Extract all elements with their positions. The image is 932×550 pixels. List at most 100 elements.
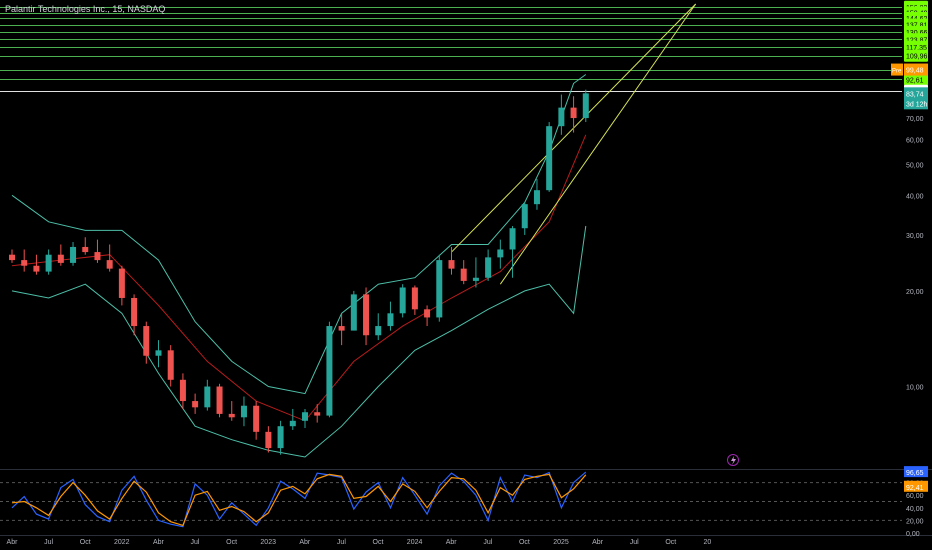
channel-lower-line <box>499 3 697 285</box>
candle-body <box>570 107 577 119</box>
candle-body <box>363 294 370 336</box>
band-upper <box>11 74 587 395</box>
time-tick-label: Oct <box>665 539 676 546</box>
candles <box>9 89 589 455</box>
time-tick-label: Abr <box>299 539 311 546</box>
candle-body <box>167 350 174 380</box>
candle-body <box>204 386 211 408</box>
time-tick-label: Oct <box>226 539 237 546</box>
candle-body <box>448 260 455 269</box>
candle-body <box>485 257 492 278</box>
stoch-d-line <box>11 473 587 527</box>
candle-body <box>118 268 125 298</box>
horizontal-levels <box>0 7 902 80</box>
candle-body <box>424 309 431 318</box>
premarket-price-label: 99,48 <box>906 68 924 75</box>
candle-body <box>546 126 553 191</box>
candle-body <box>106 260 113 269</box>
candle-body <box>338 326 345 331</box>
candle-body <box>33 265 40 272</box>
time-tick-label: Oct <box>519 539 530 546</box>
lightning-glyph <box>731 456 736 465</box>
candle-body <box>155 350 162 356</box>
stoch-d-tag: 92,41 <box>906 485 924 492</box>
time-tick-label: Abr <box>592 539 604 546</box>
price-tick-label: 60,00 <box>906 137 924 144</box>
last-price-bg <box>904 87 928 110</box>
stoch-k-tag-bg <box>904 466 928 478</box>
candle-body <box>314 412 321 416</box>
price-tick-label: 40,00 <box>906 193 924 200</box>
candle-body <box>21 260 28 266</box>
time-tick-label: Oct <box>80 539 91 546</box>
countdown-label: 3d 12h <box>906 101 928 108</box>
candle-body <box>411 287 418 310</box>
time-tick-label: Jul <box>337 539 346 546</box>
candle-body <box>399 287 406 314</box>
time-tick-label: 2023 <box>260 539 276 546</box>
stoch-k-tag: 96,65 <box>906 470 924 477</box>
time-tick-label: Abr <box>446 539 458 546</box>
candle-body <box>94 252 101 261</box>
candle-body <box>216 386 223 414</box>
candle-body <box>70 246 77 263</box>
time-tick-label: Jul <box>44 539 53 546</box>
time-tick-label: 2022 <box>114 539 130 546</box>
candle-body <box>509 228 516 250</box>
candle-body <box>472 277 479 281</box>
time-tick-label: Oct <box>373 539 384 546</box>
candle-body <box>143 326 150 356</box>
price-tick-label: 20,00 <box>906 289 924 296</box>
stochastic-panel <box>0 469 932 536</box>
candle-body <box>387 313 394 327</box>
candle-body <box>277 426 284 449</box>
time-axis[interactable]: Abr Jul Oct 2022 Abr Jul Oct 2023 Abr Jul Oct 2024 A… <box>7 539 712 546</box>
time-tick-label: 2025 <box>553 539 569 546</box>
candle-body <box>558 107 565 127</box>
time-tick-label: Jul <box>630 539 639 546</box>
candle-body <box>302 412 308 421</box>
candle-body <box>228 413 235 418</box>
candle-body <box>57 254 64 263</box>
time-tick-label: 20 <box>704 539 712 546</box>
candle-body <box>265 431 272 449</box>
candle-body <box>375 326 382 336</box>
earnings-marker[interactable] <box>727 454 739 466</box>
candle-body <box>521 204 528 229</box>
time-tick-label: Abr <box>153 539 165 546</box>
level-tag-bg <box>904 73 928 86</box>
candle-body <box>45 254 52 272</box>
price-tick-label: 30,00 <box>906 233 924 240</box>
candle-body <box>582 93 589 119</box>
osc-tick-label: 20,00 <box>906 518 924 525</box>
candle-body <box>131 297 138 327</box>
candle-body <box>192 401 199 408</box>
candle-body <box>289 420 296 427</box>
price-tick-label: 10,00 <box>906 385 924 392</box>
level-tag: 92,61 <box>906 77 924 84</box>
candle-body <box>179 379 186 402</box>
stoch-k-line <box>11 471 587 528</box>
band-lower <box>11 225 587 458</box>
price-tags: 156,83150,40144,62137,81130,66123,87117,… <box>891 0 928 492</box>
premarket-price-bg <box>904 63 928 76</box>
candle-body <box>436 260 443 318</box>
price-tick-label: 50,00 <box>906 162 924 169</box>
lightning-icon <box>727 454 739 466</box>
last-price-label: 83,74 <box>906 91 924 98</box>
time-tick-label: 2024 <box>407 539 423 546</box>
candle-body <box>9 254 15 261</box>
candle-body <box>240 405 247 418</box>
level-tag-bg <box>904 49 928 62</box>
candle-body <box>326 326 333 416</box>
level-tag: 109,96 <box>906 54 928 61</box>
time-tick-label: Jul <box>483 539 492 546</box>
time-tick-label: Abr <box>7 539 19 546</box>
symbol-title: Palantir Technologies Inc., 15, NASDAQ <box>5 4 166 14</box>
candle-body <box>350 294 357 331</box>
osc-tick-label: 60,00 <box>906 493 924 500</box>
level-tag: 117,35 <box>906 45 927 52</box>
candle-body <box>253 405 260 432</box>
price-tick-label: 70,00 <box>906 116 924 123</box>
